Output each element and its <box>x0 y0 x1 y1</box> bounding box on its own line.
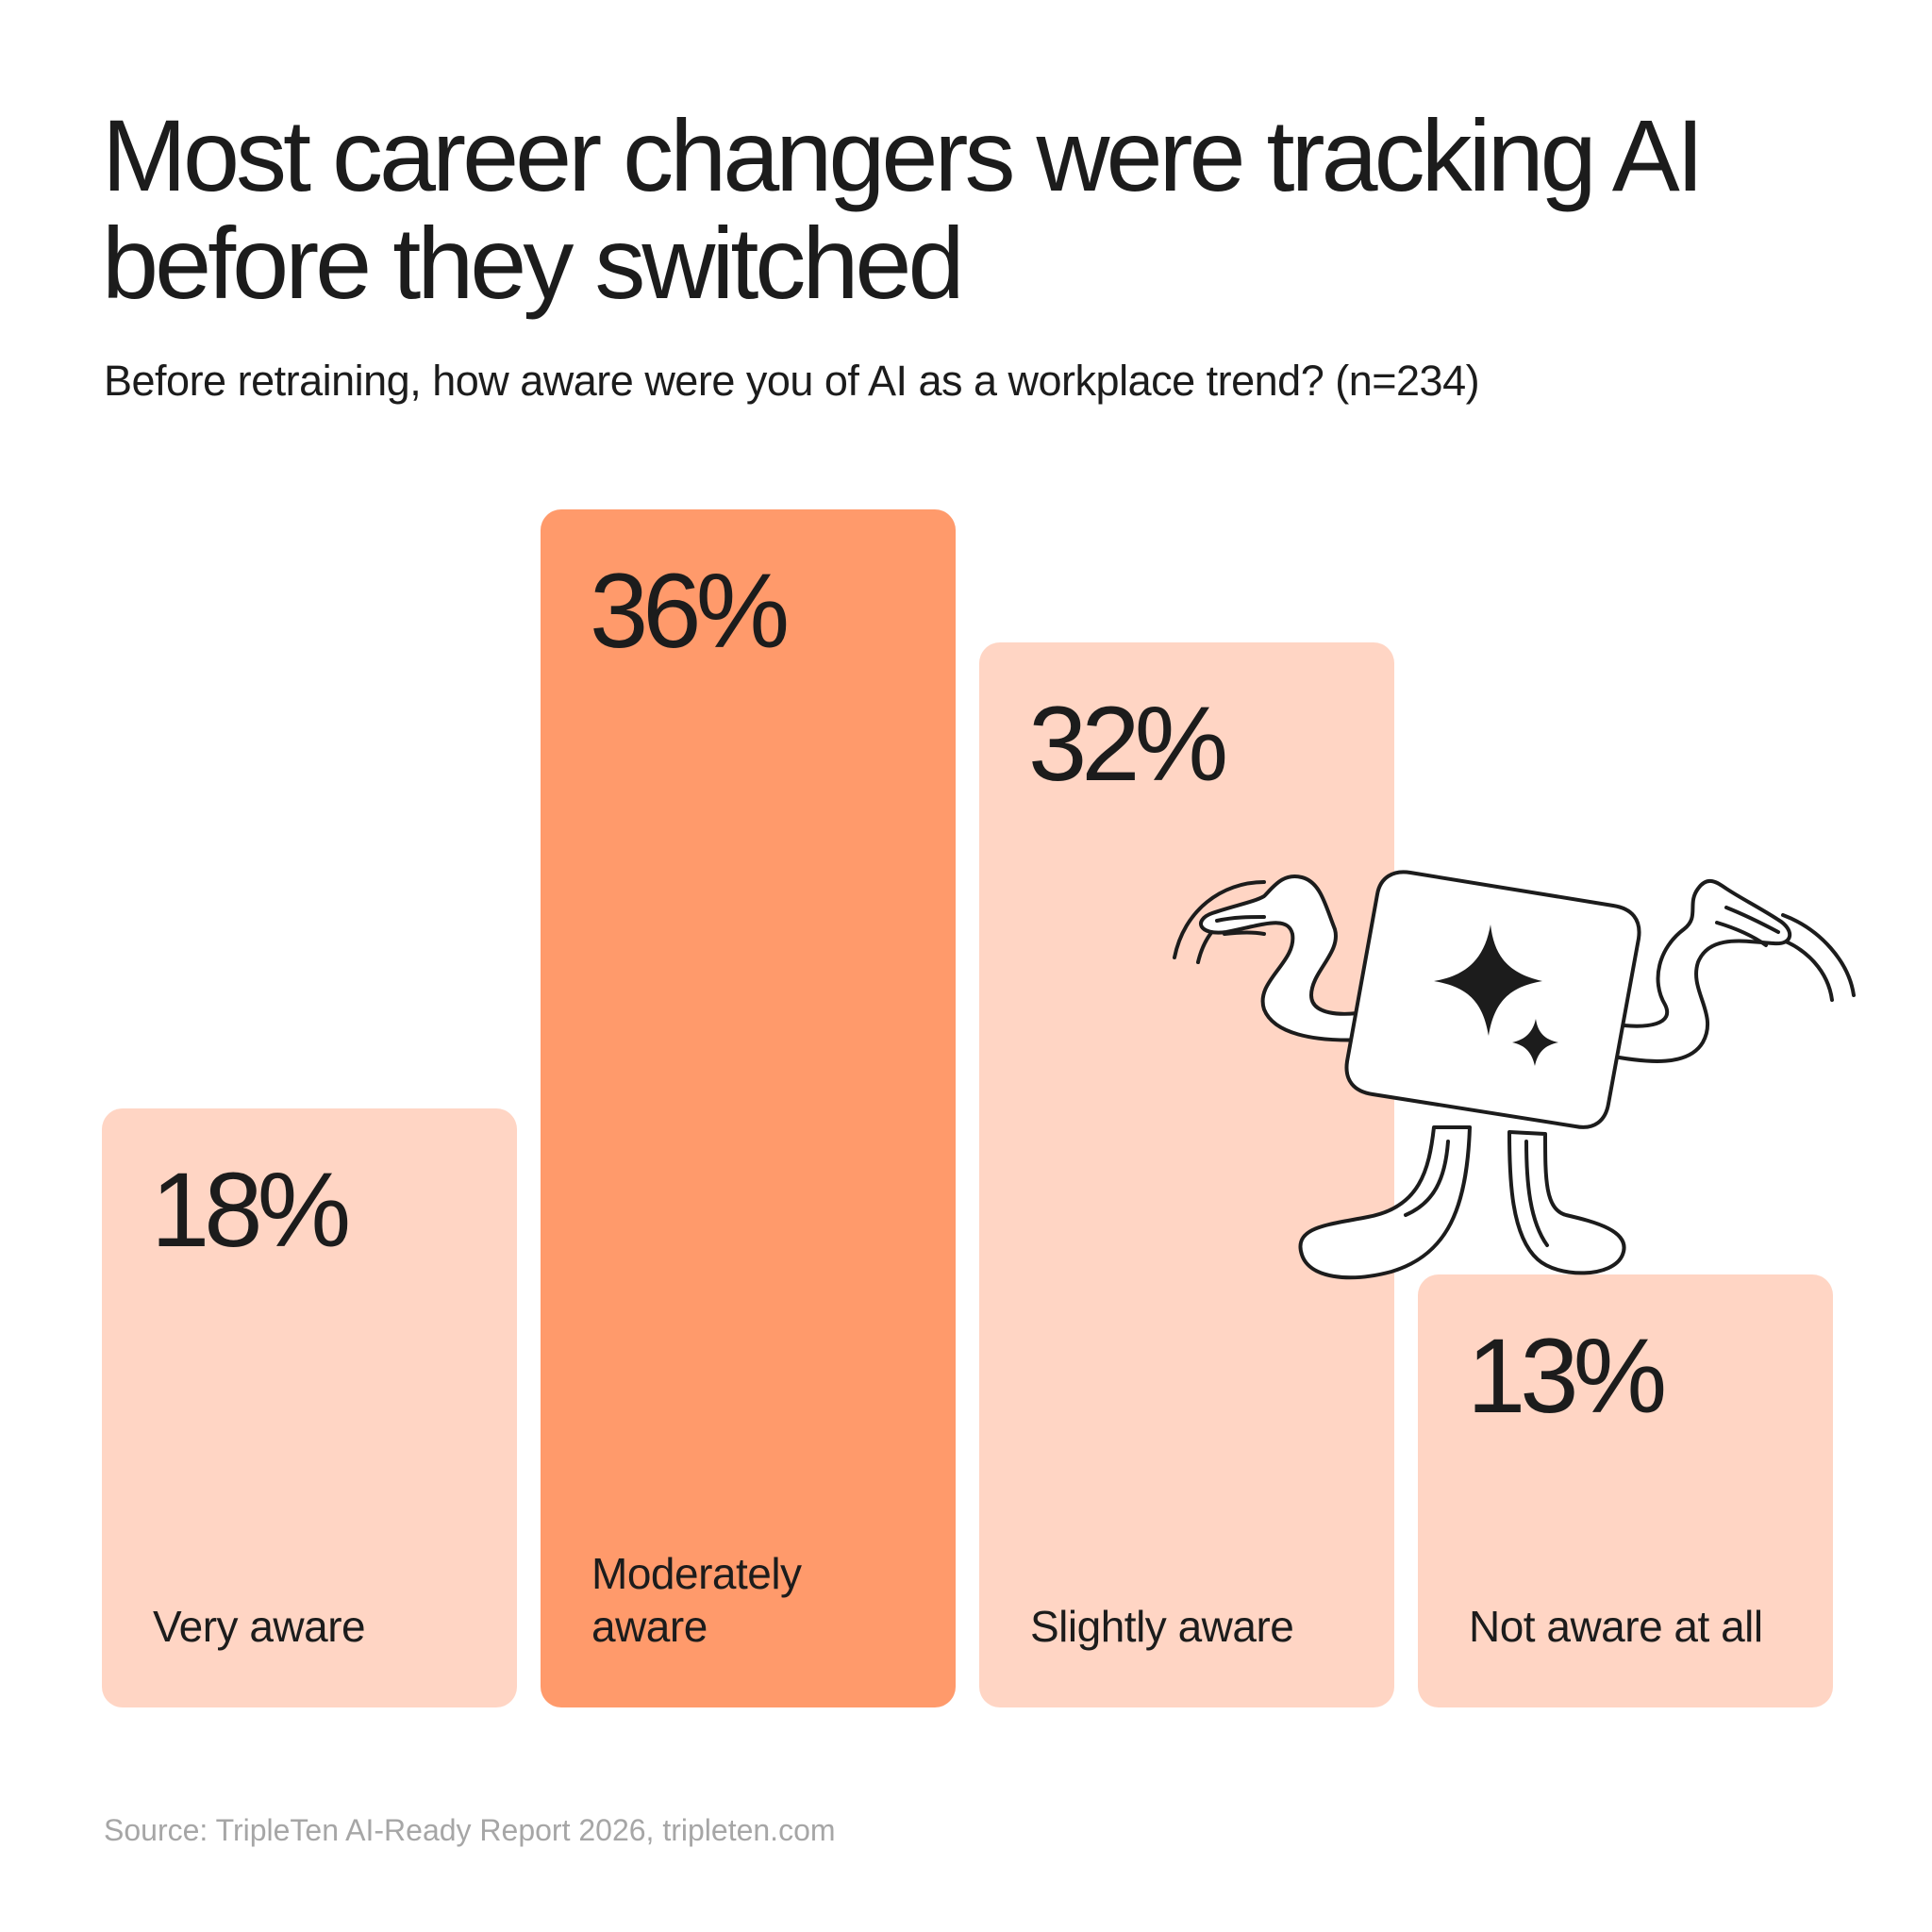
bar-value-label: 32% <box>1028 685 1228 803</box>
bar-value-label: 13% <box>1467 1317 1667 1435</box>
category-label: Moderately aware <box>591 1549 802 1651</box>
bar-value-label: 36% <box>590 552 790 670</box>
bar-very-aware: 18% Very aware <box>102 1108 517 1707</box>
category-label: Slightly aware <box>1030 1602 1294 1651</box>
bar-slightly-aware: 32% Slightly aware <box>979 642 1394 1707</box>
bar-value-label: 18% <box>151 1151 351 1269</box>
category-label: Not aware at all <box>1469 1602 1763 1651</box>
chart-title: Most career changers were tracking AI be… <box>102 98 1705 320</box>
sparkle-cube-mascot-icon <box>1173 870 1856 1280</box>
category-label: Very aware <box>153 1602 366 1651</box>
bar-not-aware-at-all: 13% Not aware at all <box>1418 1274 1833 1707</box>
bar-moderately-aware: 36% Moderately aware <box>541 509 956 1707</box>
source-note: Source: TripleTen AI-Ready Report 2026, … <box>104 1813 836 1847</box>
chart-subtitle: Before retraining, how aware were you of… <box>104 357 1480 405</box>
sparkle-icon <box>1434 924 1558 1066</box>
